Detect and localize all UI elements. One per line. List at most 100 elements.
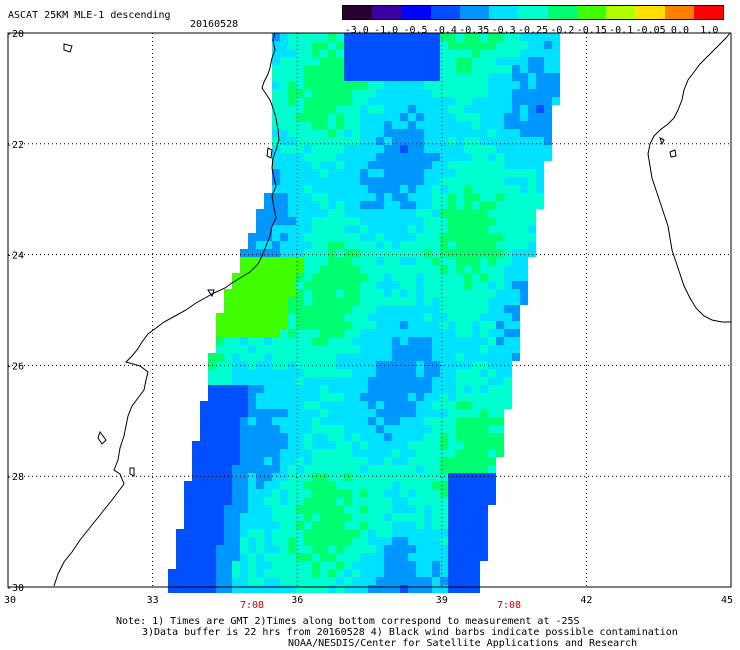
swath-pixel [424,425,432,433]
swath-pixel [336,193,344,201]
swath-pixel [456,97,464,105]
swath-pixel [480,465,488,473]
swath-pixel [360,297,368,305]
swath-pixel [240,425,248,433]
swath-pixel [304,449,312,457]
swath-pixel [384,409,392,417]
swath-pixel [488,489,496,497]
swath-pixel [280,185,288,193]
swath-pixel [520,169,528,177]
swath-pixel [392,97,400,105]
swath-pixel [360,153,368,161]
swath-pixel [440,233,448,241]
swath-pixel [272,217,280,225]
swath-pixel [360,553,368,561]
swath-pixel [400,121,408,129]
swath-pixel [216,329,224,337]
swath-pixel [504,233,512,241]
swath-pixel [440,577,448,585]
swath-pixel [288,289,296,297]
swath-pixel [232,345,240,353]
swath-pixel [352,385,360,393]
swath-pixel [472,201,480,209]
swath-pixel [216,553,224,561]
swath-pixel [432,417,440,425]
swath-pixel [424,257,432,265]
swath-pixel [256,233,264,241]
swath-pixel [320,257,328,265]
swath-pixel [440,393,448,401]
swath-pixel [328,89,336,97]
swath-pixel [360,185,368,193]
swath-pixel [512,345,520,353]
swath-pixel [536,81,544,89]
swath-pixel [424,169,432,177]
swath-pixel [304,409,312,417]
swath-pixel [400,201,408,209]
swath-pixel [192,553,200,561]
swath-pixel [424,521,432,529]
swath-pixel [344,521,352,529]
swath-pixel [512,113,520,121]
swath-pixel [488,425,496,433]
swath-pixel [488,257,496,265]
swath-pixel [192,585,200,593]
swath-pixel [392,225,400,233]
swath-pixel [440,177,448,185]
swath-pixel [288,137,296,145]
swath-pixel [400,433,408,441]
swath-pixel [304,433,312,441]
swath-pixel [352,241,360,249]
swath-pixel [448,433,456,441]
swath-pixel [504,49,512,57]
swath-pixel [464,577,472,585]
swath-pixel [280,145,288,153]
note-line-2: 3)Data buffer is 22 hrs from 20160528 4)… [142,627,678,638]
swath-pixel [320,433,328,441]
swath-pixel [376,105,384,113]
swath-pixel [208,481,216,489]
swath-pixel [512,193,520,201]
swath-pixel [392,105,400,113]
swath-pixel [488,353,496,361]
swath-pixel [288,225,296,233]
swath-pixel [480,225,488,233]
swath-pixel [200,409,208,417]
swath-pixel [216,337,224,345]
swath-pixel [288,145,296,153]
swath-pixel [320,289,328,297]
swath-pixel [376,409,384,417]
swath-pixel [384,185,392,193]
swath-pixel [192,577,200,585]
swath-pixel [432,273,440,281]
swath-pixel [256,513,264,521]
swath-pixel [424,289,432,297]
swath-pixel [544,137,552,145]
swath-pixel [408,65,416,73]
swath-pixel [328,409,336,417]
swath-pixel [456,153,464,161]
swath-pixel [368,521,376,529]
swath-pixel [488,209,496,217]
swath-pixel [352,105,360,113]
swath-pixel [376,433,384,441]
swath-pixel [272,377,280,385]
swath-pixel [400,153,408,161]
longitude-label: 42 [580,595,592,606]
swath-pixel [304,465,312,473]
swath-pixel [368,505,376,513]
swath-pixel [416,577,424,585]
swath-pixel [272,465,280,473]
swath-pixel [336,401,344,409]
swath-pixel [472,105,480,113]
swath-pixel [248,257,256,265]
swath-pixel [312,153,320,161]
swath-pixel [408,169,416,177]
swath-pixel [368,289,376,297]
swath-pixel [416,409,424,417]
swath-pixel [472,73,480,81]
swath-pixel [456,193,464,201]
swath-pixel [320,97,328,105]
swath-pixel [464,545,472,553]
swath-pixel [264,553,272,561]
